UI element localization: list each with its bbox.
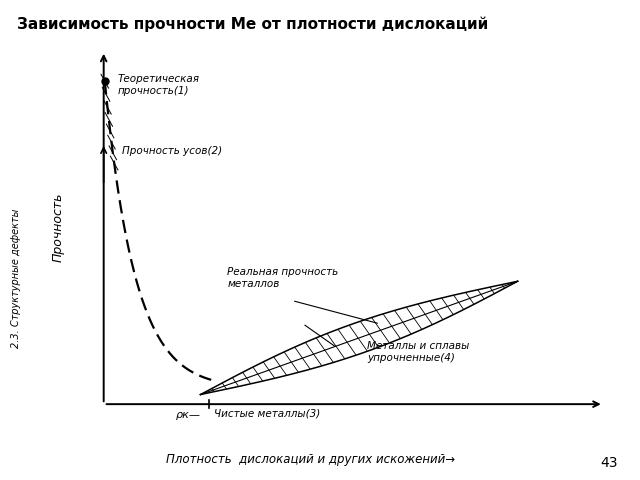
Text: Прочность: Прочность — [51, 193, 65, 262]
Text: Прочность усов(2): Прочность усов(2) — [122, 146, 223, 156]
Text: ρк—: ρк— — [176, 409, 201, 420]
Text: Теоретическая
прочность(1): Теоретическая прочность(1) — [117, 74, 199, 96]
Text: Металлы и сплавы
упрочненные(4): Металлы и сплавы упрочненные(4) — [367, 341, 470, 363]
Text: Зависимость прочности Ме от плотности дислокаций: Зависимость прочности Ме от плотности ди… — [17, 17, 488, 32]
Text: 43: 43 — [600, 456, 618, 470]
Text: Чистые металлы(3): Чистые металлы(3) — [214, 409, 320, 419]
Text: Реальная прочность
металлов: Реальная прочность металлов — [227, 266, 339, 289]
Text: 2.3. Структурные дефекты: 2.3. Структурные дефекты — [11, 209, 21, 348]
Text: Плотность  дислокаций и других искожений→: Плотность дислокаций и других искожений→ — [166, 453, 455, 466]
